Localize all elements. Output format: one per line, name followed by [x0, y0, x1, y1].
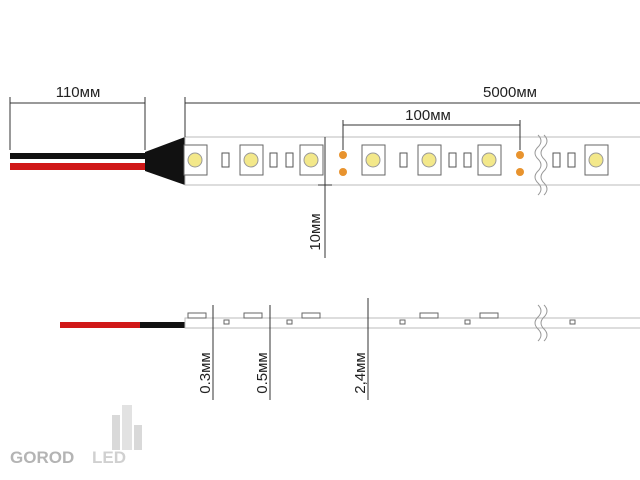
label: 100мм [405, 107, 451, 124]
side-dimension-lines [212, 298, 369, 400]
label: 0.3мм [197, 352, 214, 393]
logo-text: LED [92, 448, 126, 467]
label: 10мм [307, 213, 324, 250]
connector [145, 137, 185, 185]
label: 110мм [56, 84, 101, 101]
logo-text: GOROD [10, 448, 74, 467]
logo: GOROD LED [10, 405, 142, 467]
label: 0.5мм [254, 352, 271, 393]
led-group [183, 144, 609, 176]
strip-side [60, 304, 640, 342]
dimension-lines [9, 97, 640, 258]
label: 2,4мм [352, 352, 369, 393]
wires-top [10, 137, 185, 185]
label: 5000мм [483, 84, 537, 101]
strip-top [183, 134, 640, 196]
